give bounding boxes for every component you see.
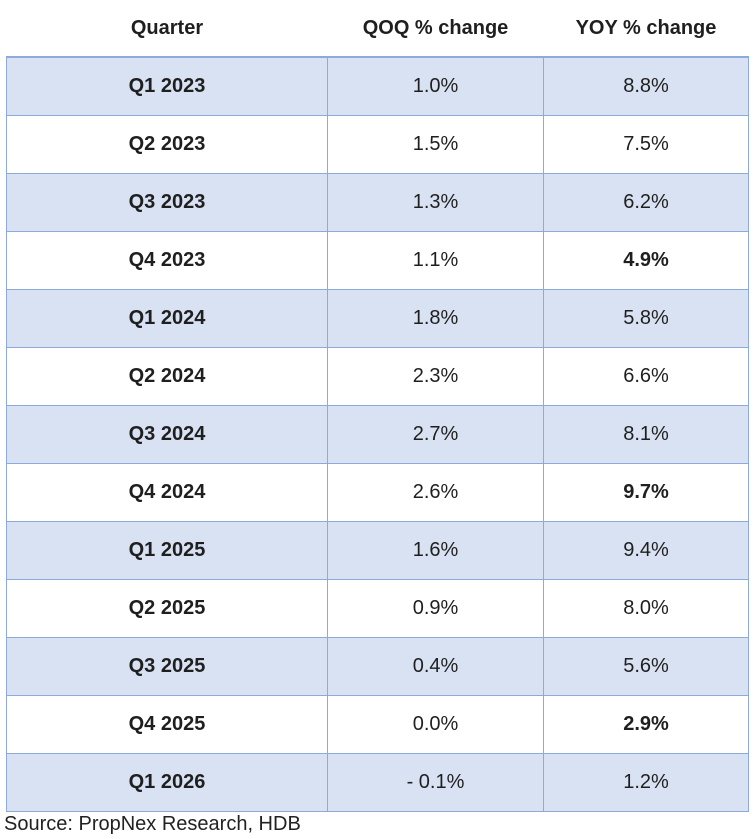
quarter-cell: Q3 2023 [6, 173, 328, 232]
yoy-cell: 9.4% [543, 521, 749, 580]
table-row: Q2 2023 1.5% 7.5% [6, 115, 749, 174]
yoy-cell: 1.2% [543, 753, 749, 812]
table-row: Q3 2025 0.4% 5.6% [6, 637, 749, 696]
qoq-cell: 0.0% [327, 695, 544, 754]
qoq-cell: 2.3% [327, 347, 544, 406]
qoq-cell: 0.4% [327, 637, 544, 696]
table-row: Q4 2024 2.6% 9.7% [6, 463, 749, 522]
quarter-cell: Q1 2026 [6, 753, 328, 812]
quarter-cell: Q4 2024 [6, 463, 328, 522]
qoq-cell: 1.1% [327, 231, 544, 290]
table-row: Q2 2024 2.3% 6.6% [6, 347, 749, 406]
quarter-cell: Q3 2024 [6, 405, 328, 464]
header-qoq: QOQ % change [327, 0, 544, 58]
table-row: Q1 2025 1.6% 9.4% [6, 521, 749, 580]
quarter-cell: Q1 2024 [6, 289, 328, 348]
yoy-cell: 9.7% [543, 463, 749, 522]
table-row: Q1 2023 1.0% 8.8% [6, 57, 749, 116]
yoy-cell: 8.1% [543, 405, 749, 464]
quarter-cell: Q3 2025 [6, 637, 328, 696]
yoy-cell: 8.0% [543, 579, 749, 638]
quarter-cell: Q1 2025 [6, 521, 328, 580]
header-quarter: Quarter [6, 0, 328, 58]
qoq-cell: 1.3% [327, 173, 544, 232]
yoy-cell: 6.6% [543, 347, 749, 406]
table-row: Q2 2025 0.9% 8.0% [6, 579, 749, 638]
quarter-cell: Q2 2025 [6, 579, 328, 638]
price-change-table-container: Quarter QOQ % change YOY % change Q1 202… [6, 0, 749, 812]
table-row: Q4 2025 0.0% 2.9% [6, 695, 749, 754]
quarter-cell: Q2 2023 [6, 115, 328, 174]
table-row: Q1 2024 1.8% 5.8% [6, 289, 749, 348]
table-row: Q4 2023 1.1% 4.9% [6, 231, 749, 290]
yoy-cell: 7.5% [543, 115, 749, 174]
yoy-cell: 6.2% [543, 173, 749, 232]
qoq-cell: - 0.1% [327, 753, 544, 812]
header-row: Quarter QOQ % change YOY % change [6, 0, 749, 58]
qoq-cell: 1.5% [327, 115, 544, 174]
qoq-cell: 0.9% [327, 579, 544, 638]
source-note: Source: PropNex Research, HDB [4, 813, 301, 835]
qoq-cell: 2.6% [327, 463, 544, 522]
quarter-cell: Q1 2023 [6, 57, 328, 116]
qoq-cell: 1.0% [327, 57, 544, 116]
quarter-cell: Q2 2024 [6, 347, 328, 406]
table-row: Q1 2026- 0.1% 1.2% [6, 753, 749, 812]
quarter-cell: Q4 2025 [6, 695, 328, 754]
table-row: Q3 2024 2.7% 8.1% [6, 405, 749, 464]
yoy-cell: 5.8% [543, 289, 749, 348]
yoy-cell: 4.9% [543, 231, 749, 290]
yoy-cell: 8.8% [543, 57, 749, 116]
yoy-cell: 2.9% [543, 695, 749, 754]
table-body: Q1 2023 1.0% 8.8% Q2 2023 1.5% 7.5% Q3 2023 1.3… [6, 57, 749, 812]
qoq-cell: 1.8% [327, 289, 544, 348]
yoy-cell: 5.6% [543, 637, 749, 696]
qoq-cell: 1.6% [327, 521, 544, 580]
quarter-cell: Q4 2023 [6, 231, 328, 290]
table-row: Q3 2023 1.3% 6.2% [6, 173, 749, 232]
qoq-cell: 2.7% [327, 405, 544, 464]
price-change-table: Quarter QOQ % change YOY % change Q1 202… [6, 0, 749, 812]
header-yoy: YOY % change [543, 0, 749, 58]
